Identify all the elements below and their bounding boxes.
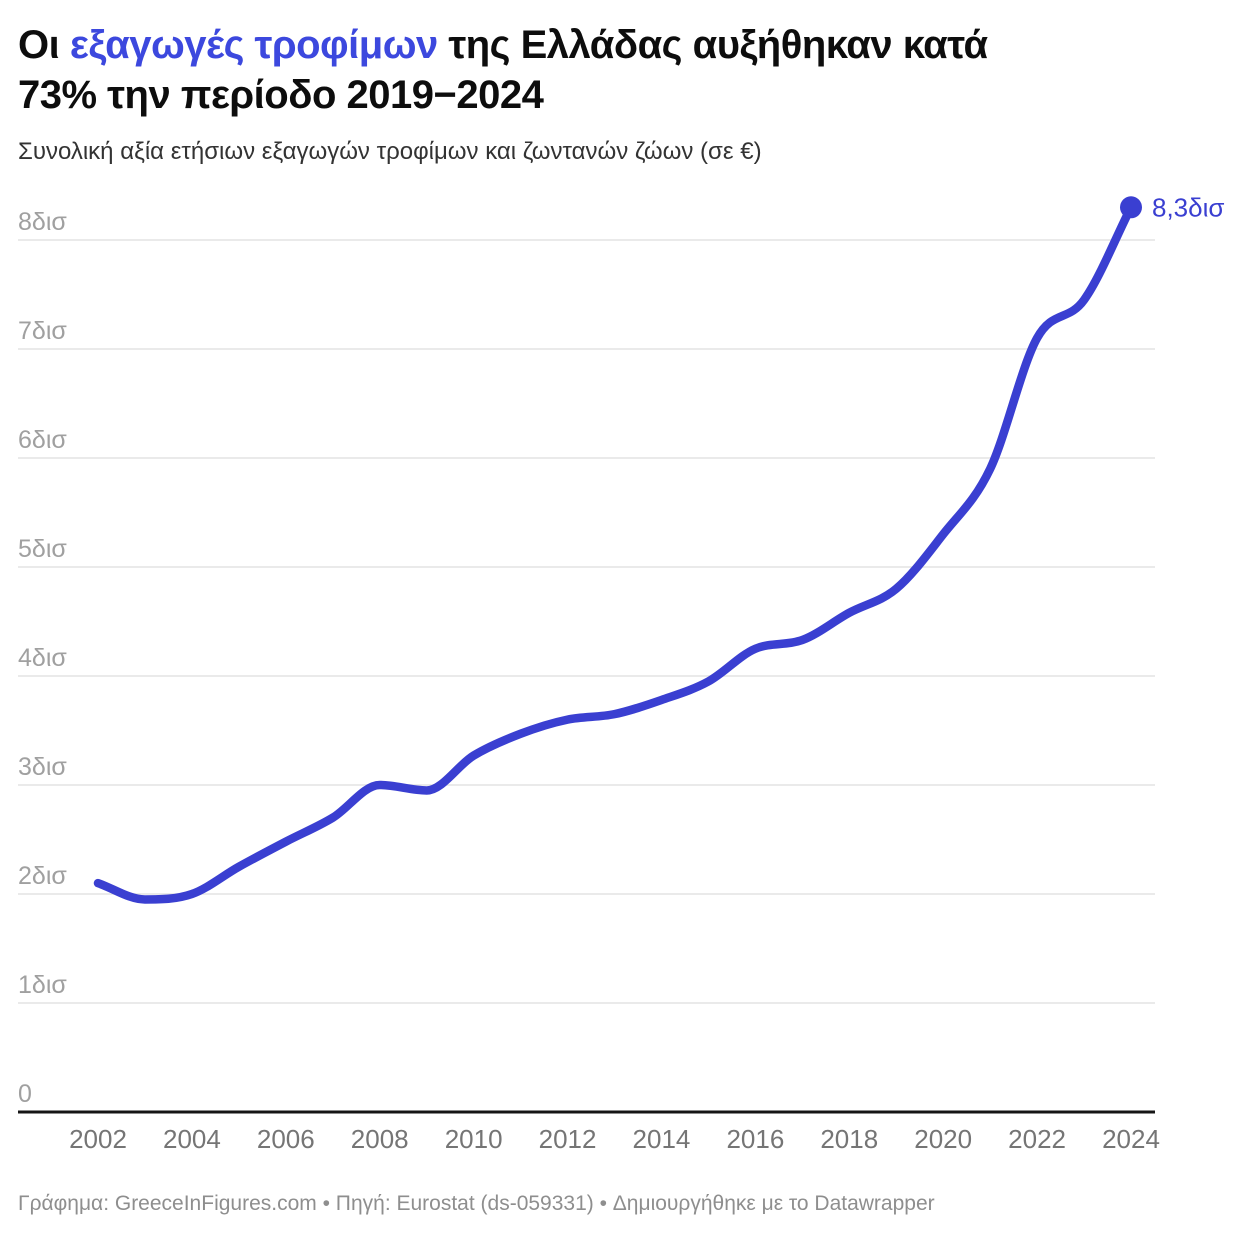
x-axis-tick-label: 2008 [351, 1124, 409, 1154]
x-axis-tick-label: 2006 [257, 1124, 315, 1154]
x-axis-tick-label: 2024 [1102, 1124, 1160, 1154]
line-chart-canvas: 0 1δισ 2δισ 3δισ 4δισ 5δισ 6δισ 7δισ 8δισ 2002 200… [18, 192, 1224, 1154]
y-axis-tick-label: 6δισ [18, 426, 67, 454]
y-axis-tick-label: 4δισ [18, 644, 67, 672]
x-axis-tick-label: 2016 [726, 1124, 784, 1154]
title-suffix: της Ελλάδας αυξήθηκαν κατά 73% την περίο… [18, 23, 988, 117]
end-point-marker [1120, 196, 1142, 219]
data-line [93, 203, 1136, 904]
y-axis-tick-label: 2δισ [18, 862, 67, 890]
x-axis-tick-label: 2014 [633, 1124, 691, 1154]
chart-footer: Γράφημα: GreeceInFigures.com • Πηγή: Eur… [18, 1192, 1210, 1216]
x-axis-tick-label: 2022 [1008, 1124, 1066, 1154]
attribution-text: Γράφημα: GreeceInFigures.com • Πηγή: Eur… [18, 1192, 935, 1215]
chart-subtitle: Συνολική αξία ετήσιων εξαγωγών τροφίμων … [18, 138, 762, 165]
y-axis-tick-label: 1δισ [18, 971, 67, 999]
title-prefix: Οι [18, 23, 70, 67]
y-axis-tick-label: 8δισ [18, 208, 67, 236]
page-title: Οι εξαγωγές τροφίμων της Ελλάδας αυξήθηκ… [18, 20, 1210, 120]
x-axis-tick-label: 2018 [820, 1124, 878, 1154]
y-axis-tick-label: 3δισ [18, 753, 67, 781]
y-axis-tick-label: 0 [18, 1080, 32, 1108]
x-axis-tick-label: 2012 [539, 1124, 597, 1154]
end-point-label: 8,3δισ [1152, 192, 1224, 222]
x-axis-tick-label: 2020 [914, 1124, 972, 1154]
y-axis-tick-label: 7δισ [18, 317, 67, 345]
x-axis-tick-label: 2010 [445, 1124, 503, 1154]
chart-header: Οι εξαγωγές τροφίμων της Ελλάδας αυξήθηκ… [18, 20, 1210, 166]
title-highlight: εξαγωγές τροφίμων [69, 23, 438, 67]
x-axis-tick-label: 2004 [163, 1124, 221, 1154]
y-axis-tick-label: 5δισ [18, 535, 67, 563]
x-axis-tick-label: 2002 [69, 1124, 127, 1154]
